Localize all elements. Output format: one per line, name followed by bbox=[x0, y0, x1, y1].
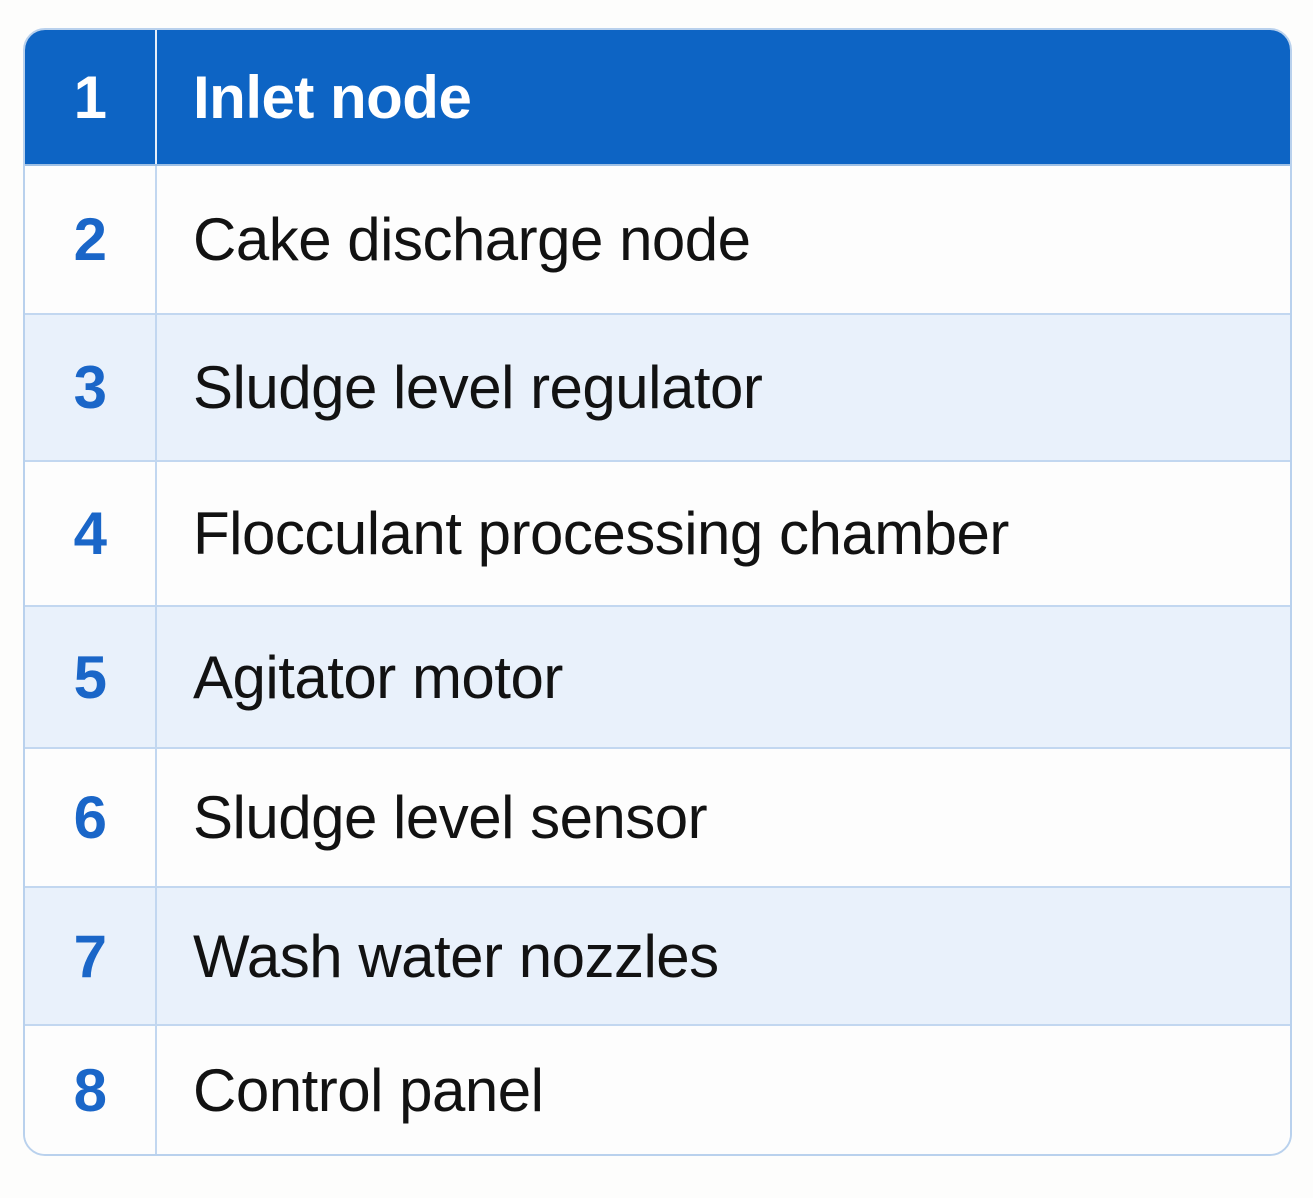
legend-row[interactable]: 4 Flocculant processing chamber bbox=[25, 462, 1290, 607]
row-label: Control panel bbox=[193, 1056, 544, 1124]
row-label: Flocculant processing chamber bbox=[193, 500, 1009, 567]
row-number: 5 bbox=[25, 607, 157, 747]
row-number: 1 bbox=[25, 30, 157, 164]
row-number: 2 bbox=[25, 166, 157, 313]
row-label: Sludge level regulator bbox=[193, 354, 763, 421]
legend-row[interactable]: 6 Sludge level sensor bbox=[25, 749, 1290, 888]
row-number: 8 bbox=[25, 1026, 157, 1154]
row-label: Wash water nozzles bbox=[193, 922, 719, 990]
row-label: Agitator motor bbox=[193, 643, 563, 711]
legend-row[interactable]: 7 Wash water nozzles bbox=[25, 888, 1290, 1026]
row-number: 6 bbox=[25, 749, 157, 886]
legend-row[interactable]: 5 Agitator motor bbox=[25, 607, 1290, 749]
row-label: Sludge level sensor bbox=[193, 784, 708, 851]
row-label: Inlet node bbox=[193, 63, 472, 131]
row-number: 4 bbox=[25, 462, 157, 605]
legend-row[interactable]: 2 Cake discharge node bbox=[25, 166, 1290, 315]
legend-row[interactable]: 8 Control panel bbox=[25, 1026, 1290, 1154]
row-number: 7 bbox=[25, 888, 157, 1024]
legend-row[interactable]: 3 Sludge level regulator bbox=[25, 315, 1290, 462]
row-number: 3 bbox=[25, 315, 157, 460]
legend-table: 1 Inlet node 2 Cake discharge node 3 Slu… bbox=[23, 28, 1292, 1156]
row-label: Cake discharge node bbox=[193, 206, 751, 273]
legend-row-selected[interactable]: 1 Inlet node bbox=[25, 30, 1290, 166]
